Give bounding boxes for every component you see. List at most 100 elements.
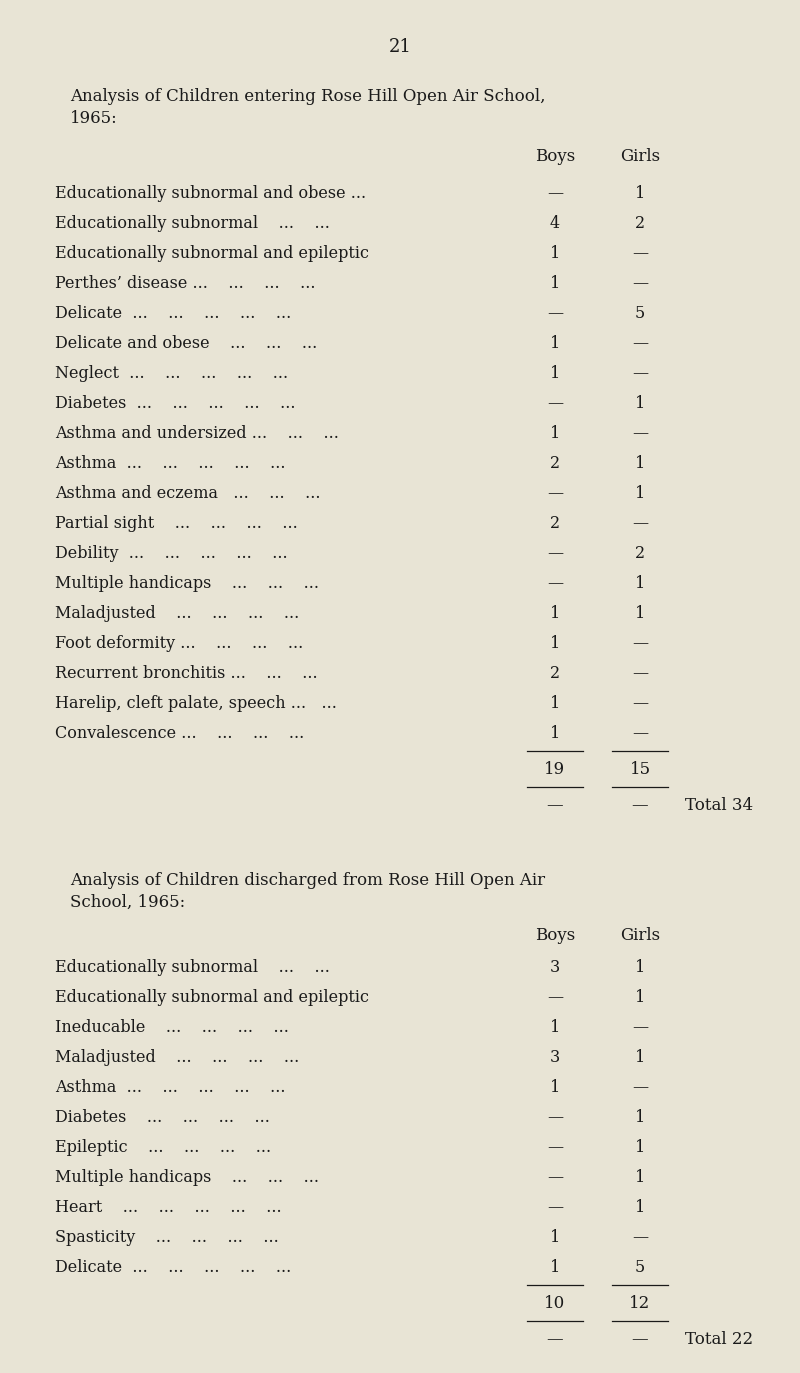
Text: —: — [632, 1019, 648, 1037]
Text: Perthes’ disease ...    ...    ...    ...: Perthes’ disease ... ... ... ... [55, 275, 315, 292]
Text: Total 22: Total 22 [685, 1330, 753, 1348]
Text: —: — [547, 185, 563, 202]
Text: Diabetes    ...    ...    ...    ...: Diabetes ... ... ... ... [55, 1109, 270, 1126]
Text: 1: 1 [550, 695, 560, 713]
Text: Educationally subnormal and epileptic: Educationally subnormal and epileptic [55, 989, 369, 1006]
Text: 1: 1 [550, 1019, 560, 1037]
Text: 2: 2 [550, 454, 560, 472]
Text: —: — [547, 485, 563, 503]
Text: —: — [546, 1330, 563, 1348]
Text: 1: 1 [635, 185, 645, 202]
Text: Educationally subnormal and epileptic: Educationally subnormal and epileptic [55, 244, 369, 262]
Text: —: — [547, 1168, 563, 1186]
Text: Boys: Boys [535, 148, 575, 165]
Text: —: — [547, 575, 563, 592]
Text: 1: 1 [550, 1229, 560, 1247]
Text: 1: 1 [550, 335, 560, 351]
Text: Analysis of Children discharged from Rose Hill Open Air: Analysis of Children discharged from Ros… [70, 872, 545, 888]
Text: Spasticity    ...    ...    ...    ...: Spasticity ... ... ... ... [55, 1229, 278, 1247]
Text: Diabetes  ...    ...    ...    ...    ...: Diabetes ... ... ... ... ... [55, 395, 295, 412]
Text: Asthma  ...    ...    ...    ...    ...: Asthma ... ... ... ... ... [55, 1079, 286, 1096]
Text: —: — [632, 665, 648, 682]
Text: 1: 1 [635, 1049, 645, 1065]
Text: Epileptic    ...    ...    ...    ...: Epileptic ... ... ... ... [55, 1140, 271, 1156]
Text: Girls: Girls [620, 148, 660, 165]
Text: 2: 2 [635, 216, 645, 232]
Text: Delicate  ...    ...    ...    ...    ...: Delicate ... ... ... ... ... [55, 1259, 291, 1276]
Text: 1965:: 1965: [70, 110, 118, 126]
Text: 1: 1 [635, 575, 645, 592]
Text: Educationally subnormal and obese ...: Educationally subnormal and obese ... [55, 185, 366, 202]
Text: Asthma and eczema   ...    ...    ...: Asthma and eczema ... ... ... [55, 485, 321, 503]
Text: Partial sight    ...    ...    ...    ...: Partial sight ... ... ... ... [55, 515, 298, 531]
Text: Recurrent bronchitis ...    ...    ...: Recurrent bronchitis ... ... ... [55, 665, 318, 682]
Text: Foot deformity ...    ...    ...    ...: Foot deformity ... ... ... ... [55, 634, 303, 652]
Text: 1: 1 [550, 634, 560, 652]
Text: Asthma and undersized ...    ...    ...: Asthma and undersized ... ... ... [55, 426, 339, 442]
Text: 1: 1 [635, 485, 645, 503]
Text: —: — [546, 796, 563, 814]
Text: Maladjusted    ...    ...    ...    ...: Maladjusted ... ... ... ... [55, 1049, 299, 1065]
Text: 1: 1 [550, 365, 560, 382]
Text: Total 34: Total 34 [685, 796, 753, 814]
Text: Convalescence ...    ...    ...    ...: Convalescence ... ... ... ... [55, 725, 304, 741]
Text: 1: 1 [550, 1079, 560, 1096]
Text: 5: 5 [635, 1259, 645, 1276]
Text: 12: 12 [630, 1295, 650, 1313]
Text: —: — [632, 695, 648, 713]
Text: —: — [547, 989, 563, 1006]
Text: —: — [632, 1079, 648, 1096]
Text: 1: 1 [635, 1140, 645, 1156]
Text: —: — [632, 1330, 648, 1348]
Text: —: — [547, 1109, 563, 1126]
Text: Educationally subnormal    ...    ...: Educationally subnormal ... ... [55, 216, 330, 232]
Text: —: — [632, 725, 648, 741]
Text: Asthma  ...    ...    ...    ...    ...: Asthma ... ... ... ... ... [55, 454, 286, 472]
Text: 1: 1 [550, 605, 560, 622]
Text: —: — [547, 1140, 563, 1156]
Text: —: — [547, 1199, 563, 1216]
Text: —: — [632, 365, 648, 382]
Text: 4: 4 [550, 216, 560, 232]
Text: —: — [632, 335, 648, 351]
Text: —: — [632, 796, 648, 814]
Text: —: — [632, 515, 648, 531]
Text: 1: 1 [550, 725, 560, 741]
Text: School, 1965:: School, 1965: [70, 894, 186, 912]
Text: —: — [632, 244, 648, 262]
Text: Debility  ...    ...    ...    ...    ...: Debility ... ... ... ... ... [55, 545, 288, 562]
Text: 1: 1 [635, 1109, 645, 1126]
Text: Educationally subnormal    ...    ...: Educationally subnormal ... ... [55, 958, 330, 976]
Text: 1: 1 [635, 1199, 645, 1216]
Text: —: — [632, 634, 648, 652]
Text: 10: 10 [544, 1295, 566, 1313]
Text: 19: 19 [545, 761, 566, 778]
Text: Analysis of Children entering Rose Hill Open Air School,: Analysis of Children entering Rose Hill … [70, 88, 546, 104]
Text: —: — [547, 395, 563, 412]
Text: 1: 1 [635, 605, 645, 622]
Text: 15: 15 [630, 761, 650, 778]
Text: Multiple handicaps    ...    ...    ...: Multiple handicaps ... ... ... [55, 1168, 319, 1186]
Text: 1: 1 [635, 1168, 645, 1186]
Text: Maladjusted    ...    ...    ...    ...: Maladjusted ... ... ... ... [55, 605, 299, 622]
Text: 5: 5 [635, 305, 645, 323]
Text: 1: 1 [635, 989, 645, 1006]
Text: Neglect  ...    ...    ...    ...    ...: Neglect ... ... ... ... ... [55, 365, 288, 382]
Text: 3: 3 [550, 1049, 560, 1065]
Text: 2: 2 [635, 545, 645, 562]
Text: 1: 1 [550, 244, 560, 262]
Text: 3: 3 [550, 958, 560, 976]
Text: Harelip, cleft palate, speech ...   ...: Harelip, cleft palate, speech ... ... [55, 695, 337, 713]
Text: —: — [632, 426, 648, 442]
Text: 1: 1 [550, 426, 560, 442]
Text: Delicate  ...    ...    ...    ...    ...: Delicate ... ... ... ... ... [55, 305, 291, 323]
Text: Ineducable    ...    ...    ...    ...: Ineducable ... ... ... ... [55, 1019, 289, 1037]
Text: 1: 1 [550, 275, 560, 292]
Text: 21: 21 [389, 38, 411, 56]
Text: —: — [632, 1229, 648, 1247]
Text: 2: 2 [550, 515, 560, 531]
Text: —: — [632, 275, 648, 292]
Text: Heart    ...    ...    ...    ...    ...: Heart ... ... ... ... ... [55, 1199, 282, 1216]
Text: 2: 2 [550, 665, 560, 682]
Text: —: — [547, 305, 563, 323]
